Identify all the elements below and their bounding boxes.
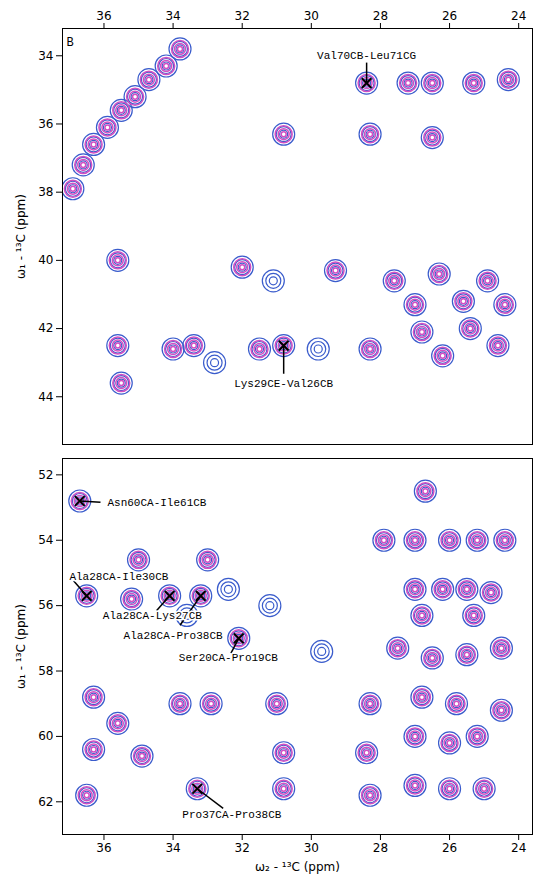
svg-text:ω₁ - ¹³C (ppm): ω₁ - ¹³C (ppm)	[14, 604, 28, 689]
svg-text:62: 62	[38, 795, 53, 809]
svg-text:Ala28CA-Ile30CB: Ala28CA-Ile30CB	[69, 571, 168, 583]
svg-text:40: 40	[38, 253, 53, 267]
svg-text:Ala28CA-Pro38CB: Ala28CA-Pro38CB	[124, 630, 223, 642]
svg-text:Val70CB-Leu71CG: Val70CB-Leu71CG	[317, 50, 416, 62]
svg-text:24: 24	[511, 841, 526, 855]
svg-text:Lys29CE-Val26CB: Lys29CE-Val26CB	[234, 378, 333, 390]
svg-text:52: 52	[38, 468, 53, 482]
svg-text:28: 28	[373, 841, 388, 855]
svg-text:24: 24	[511, 9, 526, 23]
svg-text:34: 34	[165, 9, 180, 23]
svg-text:32: 32	[235, 9, 250, 23]
svg-text:32: 32	[235, 841, 250, 855]
svg-text:26: 26	[442, 841, 457, 855]
svg-text:56: 56	[38, 598, 53, 612]
svg-text:28: 28	[373, 9, 388, 23]
svg-text:34: 34	[38, 49, 53, 63]
svg-text:36: 36	[38, 117, 53, 131]
svg-text:Ala28CA-Lys27CB: Ala28CA-Lys27CB	[103, 610, 202, 622]
svg-text:42: 42	[38, 321, 53, 335]
svg-text:B: B	[67, 36, 74, 50]
svg-text:60: 60	[38, 729, 53, 743]
svg-text:36: 36	[96, 9, 111, 23]
svg-text:58: 58	[38, 664, 53, 678]
svg-text:30: 30	[304, 9, 319, 23]
svg-text:Asn60CA-Ile61CB: Asn60CA-Ile61CB	[107, 497, 206, 509]
svg-text:Ser20CA-Pro19CB: Ser20CA-Pro19CB	[179, 652, 278, 664]
svg-text:54: 54	[38, 533, 53, 547]
svg-text:26: 26	[442, 9, 457, 23]
svg-text:Pro37CA-Pro38CB: Pro37CA-Pro38CB	[182, 809, 281, 821]
svg-text:34: 34	[165, 841, 180, 855]
svg-text:ω₁ - ¹³C (ppm): ω₁ - ¹³C (ppm)	[14, 194, 28, 279]
svg-text:38: 38	[38, 185, 53, 199]
svg-text:30: 30	[304, 841, 319, 855]
svg-text:44: 44	[38, 390, 53, 404]
svg-text:ω₂ - ¹³C (ppm): ω₂ - ¹³C (ppm)	[255, 860, 340, 874]
svg-text:36: 36	[96, 841, 111, 855]
